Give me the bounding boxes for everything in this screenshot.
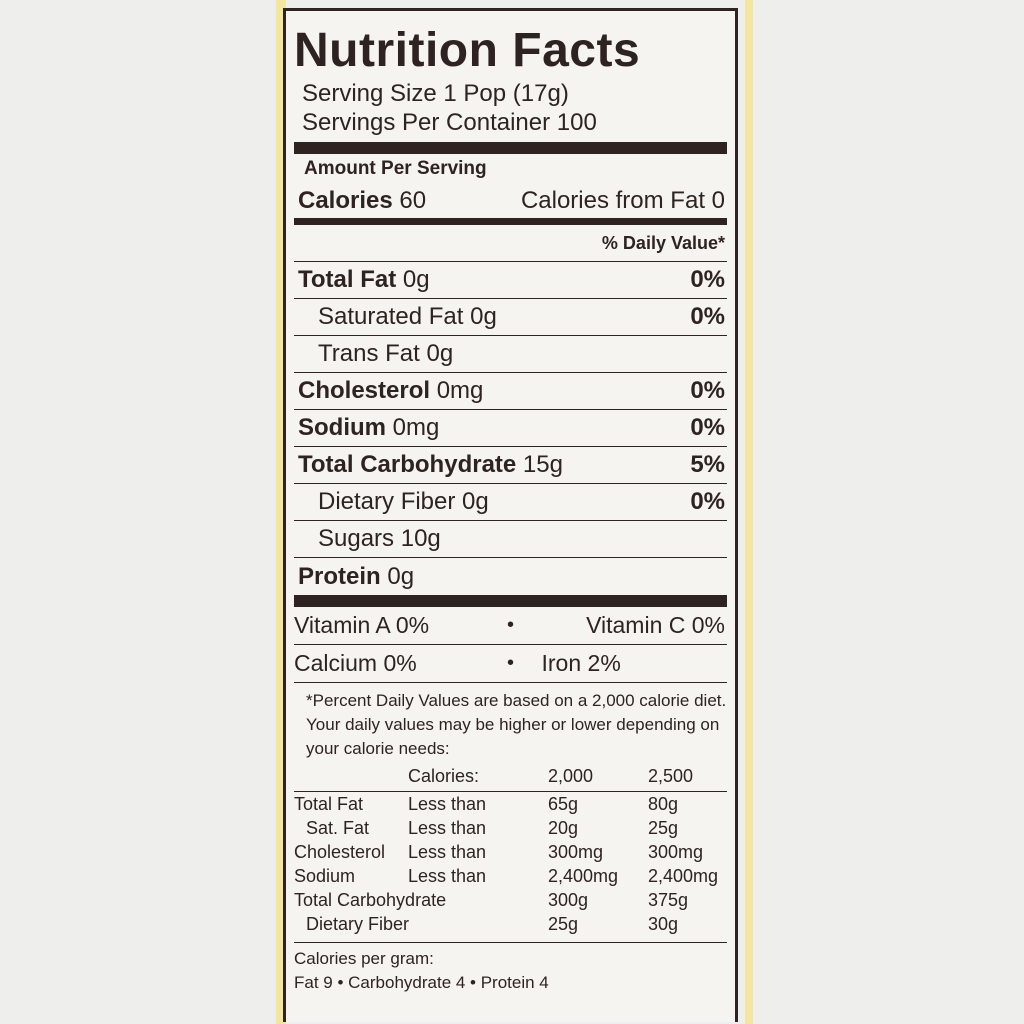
- table-cell: Less than: [408, 793, 487, 814]
- daily-value-header: % Daily Value*: [294, 225, 727, 262]
- nutrient-amount: 0mg: [392, 414, 440, 441]
- daily-value-footnote: *Percent Daily Values are based on a 2,0…: [306, 691, 727, 758]
- iron: Iron 2%: [541, 650, 621, 676]
- table-cell: Less than: [408, 841, 487, 862]
- nutrient-row-cholesterol: Cholesterol 0mg 0%: [294, 373, 727, 410]
- nutrient-row-protein: Protein 0g: [294, 558, 727, 595]
- nutrient-dv: 5%: [690, 451, 725, 478]
- divider-medium: [294, 218, 727, 225]
- table-cell: 80g: [648, 793, 679, 814]
- table-cell: Total Fat: [294, 793, 364, 814]
- servings-per-container: Servings Per Container 100: [302, 109, 597, 136]
- table-cell: Cholesterol: [294, 841, 386, 862]
- table-cell: 65g: [548, 793, 579, 814]
- nutrient-amount: 0g: [426, 340, 454, 367]
- nutrition-facts-panel: Nutrition Facts Serving Size 1 Pop (17g)…: [283, 8, 738, 1022]
- table-row: Cholesterol Less than 300mg 300mg: [294, 840, 727, 864]
- vitamin-c: Vitamin C 0%: [586, 612, 725, 638]
- table-cell: [294, 761, 408, 792]
- table-cell: 30g: [648, 913, 679, 934]
- table-cell: 300mg: [548, 841, 604, 862]
- nutrient-name: Trans Fat: [318, 340, 420, 367]
- nutrient-name: Protein: [298, 562, 381, 590]
- nutrient-amount: 0g: [470, 303, 497, 330]
- table-cell: Sat. Fat: [306, 817, 370, 838]
- nutrient-amount: 0g: [402, 266, 430, 293]
- table-cell: 375g: [648, 889, 689, 910]
- table-cell: 2,000: [548, 761, 648, 792]
- table-header-row: Calories: 2,000 2,500: [294, 761, 727, 792]
- nutrient-row-saturated-fat: Saturated Fat 0g 0%: [294, 299, 727, 336]
- amount-per-serving: Amount Per Serving: [304, 158, 487, 179]
- mineral-row: Calcium 0% • Iron 2%: [294, 645, 727, 683]
- nutrient-row-total-carbohydrate: Total Carbohydrate 15g 5%: [294, 447, 727, 484]
- table-cell: Less than: [408, 817, 487, 838]
- nutrient-name: Cholesterol: [298, 377, 431, 404]
- table-cell: Calories:: [408, 761, 548, 792]
- table-cell: 300g: [548, 889, 589, 910]
- table-row: Dietary Fiber 25g 30g: [294, 912, 727, 936]
- table-cell: Dietary Fiber: [306, 913, 410, 934]
- nutrient-amount: 10g: [400, 525, 441, 552]
- nutrient-name: Total Carbohydrate: [298, 451, 517, 478]
- calcium: Calcium 0%: [294, 650, 417, 676]
- nutrient-amount: 15g: [522, 451, 563, 478]
- vitamin-a: Vitamin A 0%: [294, 612, 430, 638]
- nutrient-amount: 0g: [387, 562, 415, 590]
- nutrient-amount: 0g: [462, 488, 489, 515]
- nutrient-name: Dietary Fiber: [318, 488, 456, 515]
- nutrient-name: Sugars: [318, 525, 395, 552]
- vitamin-row: Vitamin A 0% • Vitamin C 0%: [294, 607, 727, 645]
- calories-label: Calories: [298, 187, 393, 214]
- nutrient-row-sugars: Sugars 10g: [294, 521, 727, 558]
- table-cell: 2,500: [648, 761, 727, 792]
- nutrient-dv: 0%: [690, 303, 725, 330]
- calories-from-fat: Calories from Fat 0: [520, 187, 725, 214]
- table-cell: 25g: [548, 913, 579, 934]
- table-row: Sodium Less than 2,400mg 2,400mg: [294, 864, 727, 888]
- nutrient-name: Total Fat: [298, 266, 397, 293]
- table-cell: Sodium: [294, 865, 356, 886]
- table-cell: 300mg: [648, 841, 704, 862]
- calories-value: 60: [399, 187, 427, 214]
- daily-value-reference-table: Calories: 2,000 2,500 Total Fat Less tha…: [294, 761, 727, 936]
- table-cell: Less than: [408, 865, 487, 886]
- nutrient-name: Sodium: [298, 414, 386, 441]
- divider-thick: [294, 142, 727, 154]
- calories-row: Calories 60 Calories from Fat 0: [294, 184, 727, 218]
- divider-thick: [294, 595, 727, 607]
- serving-size: Serving Size 1 Pop (17g): [302, 80, 569, 107]
- table-row: Total Carbohydrate 300g 375g: [294, 888, 727, 912]
- table-cell: 2,400mg: [648, 865, 719, 886]
- nutrient-row-dietary-fiber: Dietary Fiber 0g 0%: [294, 484, 727, 521]
- nutrient-dv: 0%: [690, 266, 725, 293]
- package-edge-right: [745, 0, 753, 1024]
- table-cell: 2,400mg: [548, 865, 619, 886]
- calories-per-gram-label: Calories per gram:: [294, 942, 727, 971]
- table-cell: Total Carbohydrate: [294, 889, 447, 910]
- nutrient-dv: 0%: [690, 377, 725, 404]
- nutrient-dv: 0%: [690, 488, 725, 515]
- table-cell: 25g: [648, 817, 679, 838]
- nutrient-row-total-fat: Total Fat 0g 0%: [294, 262, 727, 299]
- nutrition-facts-title: Nutrition Facts: [294, 24, 641, 77]
- nutrient-dv: 0%: [690, 414, 725, 441]
- table-row: Sat. Fat Less than 20g 25g: [294, 816, 727, 840]
- package-edge-left: [276, 0, 286, 1024]
- bullet-separator: •: [506, 614, 514, 636]
- table-cell: 20g: [548, 817, 579, 838]
- calories-per-gram-values: Fat 9 • Carbohydrate 4 • Protein 4: [294, 973, 549, 992]
- nutrient-row-trans-fat: Trans Fat 0g: [294, 336, 727, 373]
- table-row: Total Fat Less than 65g 80g: [294, 792, 727, 817]
- nutrient-row-sodium: Sodium 0mg 0%: [294, 410, 727, 447]
- bullet-separator: •: [506, 652, 514, 674]
- nutrient-amount: 0mg: [436, 377, 484, 404]
- nutrient-name: Saturated Fat: [318, 303, 464, 330]
